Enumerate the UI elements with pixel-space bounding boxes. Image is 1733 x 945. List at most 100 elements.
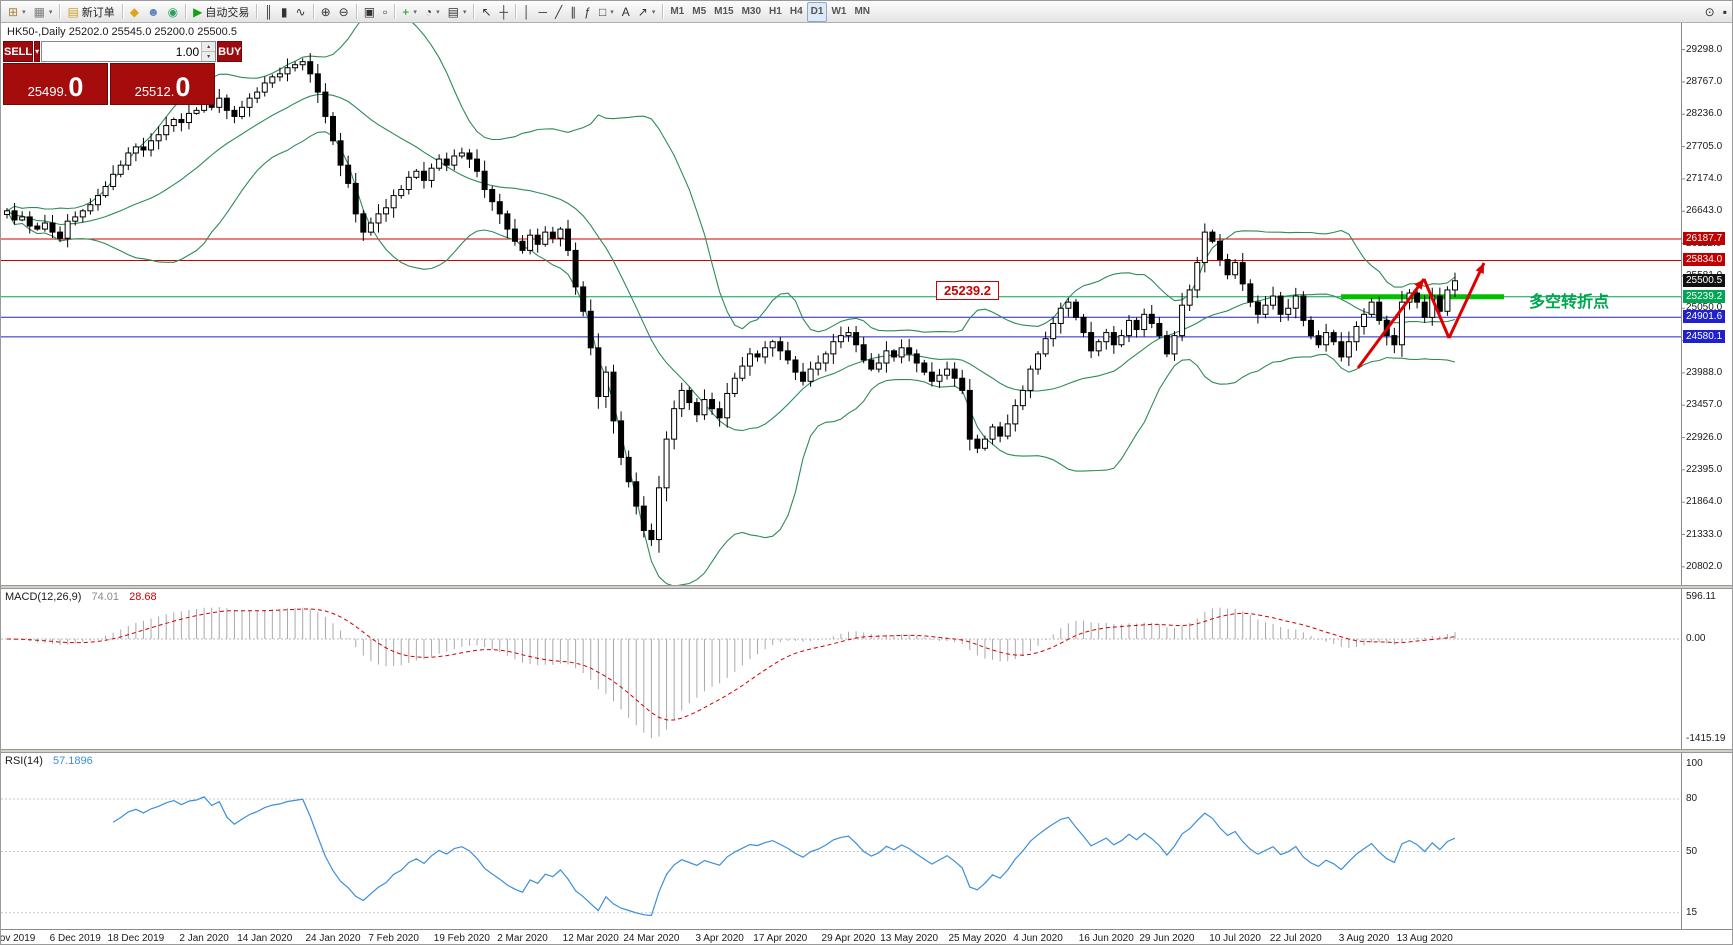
timeframe-m30[interactable]: M30: [738, 2, 765, 22]
time-axis[interactable]: 25 Nov 2019 6 Dec 2019 18 Dec 2019 2 Jan 20…: [1, 929, 1732, 944]
sell-button[interactable]: 25499. 0: [3, 63, 108, 105]
date-axis-label: 17 Apr 2020: [753, 933, 808, 944]
profiles-icon[interactable]: ▦ ▾: [30, 2, 57, 22]
periods-icon[interactable]: ◔ ▾: [421, 2, 444, 22]
dropdown-arrow-icon: ▾: [462, 8, 467, 16]
community-icon[interactable]: ☻: [143, 2, 164, 22]
price-axis-label: 22395.0: [1686, 463, 1723, 475]
price-axis-label: 28236.0: [1686, 108, 1723, 120]
text-label-icon[interactable]: A: [618, 2, 634, 22]
autotrading-button[interactable]: ▶ 自动交易: [189, 2, 253, 22]
pin-icon[interactable]: ▪: [1719, 2, 1731, 22]
trendline-icon[interactable]: ╱: [551, 2, 566, 22]
price-callout-label[interactable]: 25239.2: [936, 281, 999, 300]
toolbar-group: ⊙ ▪: [1701, 2, 1731, 22]
zoom-in-icon[interactable]: ⊕: [317, 2, 335, 22]
price-axis-label: 27705.0: [1686, 140, 1723, 152]
date-axis-label: 25 May 2020: [948, 933, 1007, 944]
price-badge: 24580.1: [1683, 329, 1726, 343]
cursor-icon-glyph: ↖: [481, 4, 492, 19]
rsi-line: [112, 796, 1456, 917]
sell-price: 25499.: [27, 83, 68, 99]
toolbar-group: ║ ▮ ∿: [260, 2, 309, 22]
chart-shift-icon[interactable]: ▫: [379, 2, 391, 22]
zoom-out-icon[interactable]: ⊖: [335, 2, 353, 22]
market-icon-glyph: ◉: [167, 4, 179, 19]
rsi-panel-divider[interactable]: [1, 749, 1732, 753]
dropdown-arrow-icon: ▾: [413, 8, 417, 16]
timeframe-h4-label: H4: [789, 6, 803, 17]
pin-icon-glyph: ▪: [1722, 4, 1727, 19]
date-axis-label: 13 Aug 2020: [1396, 933, 1453, 944]
toolbar-group: │ ─ ╱ ∥ ƒ □ ▾ A ↗ ▾: [519, 2, 659, 22]
new-chart-icon[interactable]: ⊞ ▾: [4, 2, 30, 22]
new-order-button[interactable]: ▤ 新订单: [63, 2, 118, 22]
date-axis-label: 2 Jan 2020: [179, 933, 229, 944]
buy-button[interactable]: 25512. 0: [110, 63, 215, 105]
dropdown-arrow-icon: ▾: [22, 8, 26, 16]
toolbar-separator: [185, 4, 187, 19]
indicators-icon[interactable]: + ▾: [398, 2, 421, 22]
candlestick-chart-icon[interactable]: ▮: [277, 2, 292, 22]
market-icon[interactable]: ◉: [164, 2, 182, 22]
timeframe-d1[interactable]: D1: [806, 1, 828, 22]
one-click-top-row: SELL ▾ ▴ ▾ BUY: [3, 41, 243, 62]
timeframe-h4[interactable]: H4: [786, 2, 807, 22]
timeframe-w1[interactable]: W1: [827, 2, 850, 22]
toolbar-separator: [121, 4, 123, 19]
zoom-out-icon-glyph: ⊖: [338, 4, 349, 19]
timeframe-m15[interactable]: M15: [710, 2, 737, 22]
dropdown-arrow-icon: ▾: [651, 8, 656, 16]
auto-scroll-icon[interactable]: ▣: [360, 2, 379, 22]
crosshair-icon[interactable]: ┼: [496, 2, 513, 22]
line-chart-icon[interactable]: ∿: [292, 2, 310, 22]
date-axis-label: 24 Mar 2020: [623, 933, 680, 944]
toolbar-separator: [515, 4, 517, 19]
price-axis-label: 23457.0: [1686, 399, 1723, 411]
timeframe-m1[interactable]: M1: [666, 2, 688, 22]
toolbar-separator: [59, 4, 61, 19]
annotation-text[interactable]: 多空转折点: [1529, 294, 1610, 311]
volume-down-icon[interactable]: ▾: [202, 52, 216, 61]
equidistant-channel-icon-glyph: ∥: [570, 4, 577, 19]
sell-tab[interactable]: SELL: [3, 41, 34, 62]
main-toolbar: ⊞ ▾ ▦ ▾ ▤ 新订单 ◆ ☻ ◉ ▶ 自动交易 ║ ▮ ∿ ⊕ ⊖ ▣ ▫ + ▾ ◔ ▾ ▤ ▾ ↖ ┼ │ ─ ╱ ∥ ƒ □ ▾ A ↗…: [1, 1, 1732, 23]
toolbar-separator: [256, 4, 258, 19]
date-axis-label: 14 Jan 2020: [237, 933, 293, 944]
vertical-line-icon[interactable]: │: [519, 2, 535, 22]
timeframe-h1[interactable]: H1: [765, 2, 786, 22]
date-axis-label: 29 Jun 2020: [1139, 933, 1195, 944]
horizontal-line-icon[interactable]: ─: [535, 2, 552, 22]
date-axis-label: 29 Apr 2020: [821, 933, 876, 944]
chart-ohlc-title: HK50-,Daily 25202.0 25545.0 25200.0 2550…: [7, 26, 237, 38]
fibonacci-icon[interactable]: ƒ: [580, 2, 595, 22]
arrows-icon[interactable]: ↗ ▾: [634, 2, 660, 22]
search-icon-glyph: ⊙: [1704, 4, 1715, 19]
line-chart-icon-glyph: ∿: [295, 4, 306, 19]
volume-input[interactable]: [42, 42, 202, 61]
timeframe-m5[interactable]: M5: [688, 2, 710, 22]
new-order-button-glyph: ▤: [67, 4, 79, 19]
shapes-icon[interactable]: □ ▾: [595, 2, 618, 22]
date-axis-label: 4 Jun 2020: [1013, 933, 1063, 944]
indicators-icon-glyph: +: [402, 4, 410, 19]
timeframe-mn[interactable]: MN: [850, 2, 874, 22]
sell-dropdown-icon[interactable]: ▾: [34, 41, 41, 62]
templates-icon[interactable]: ▤ ▾: [444, 2, 471, 22]
date-axis-label: 19 Feb 2020: [433, 933, 490, 944]
mql5-icon[interactable]: ◆: [126, 2, 143, 22]
bar-chart-icon[interactable]: ║: [260, 2, 277, 22]
bollinger-bands-layer: [6, 8, 1456, 587]
search-icon[interactable]: ⊙: [1701, 2, 1719, 22]
macd-panel-divider[interactable]: [1, 585, 1732, 589]
macd-indicator-title: MACD(12,26,9) 74.01 28.68: [5, 591, 157, 603]
zoom-in-icon-glyph: ⊕: [320, 4, 331, 19]
equidistant-channel-icon[interactable]: ∥: [566, 2, 580, 22]
trend-arrows[interactable]: [1356, 262, 1486, 369]
volume-up-icon[interactable]: ▴: [202, 42, 216, 52]
buy-tab[interactable]: BUY: [217, 41, 243, 62]
cursor-icon[interactable]: ↖: [477, 2, 495, 22]
toolbar-separator: [355, 4, 357, 19]
